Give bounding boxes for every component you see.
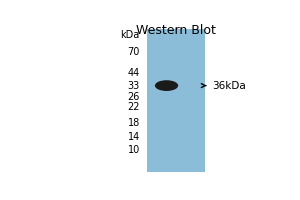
Text: Western Blot: Western Blot — [136, 24, 216, 37]
Text: 18: 18 — [128, 118, 140, 128]
Ellipse shape — [155, 80, 178, 91]
Text: 44: 44 — [128, 68, 140, 78]
Text: 22: 22 — [127, 102, 140, 112]
Text: 36kDa: 36kDa — [212, 81, 246, 91]
Text: 26: 26 — [128, 92, 140, 102]
Text: kDa: kDa — [121, 30, 140, 40]
Text: 33: 33 — [128, 81, 140, 91]
Text: 70: 70 — [128, 47, 140, 57]
Text: 14: 14 — [128, 132, 140, 142]
Text: 10: 10 — [128, 145, 140, 155]
Bar — [147, 29, 205, 172]
